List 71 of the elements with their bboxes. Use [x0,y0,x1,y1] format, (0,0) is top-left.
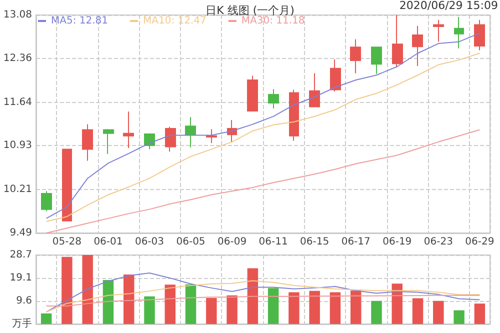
x-tick-label: 05-28 [52,236,82,248]
bar [102,280,114,324]
y-tick-label: 10.21 [3,184,32,195]
candlestick [330,58,341,92]
legend-label: MA30: 11.18 [241,16,305,26]
bar [226,295,238,324]
x-tick-label: 06-29 [465,236,494,248]
candlestick [309,72,320,108]
bar [247,268,258,324]
bar [40,313,52,324]
y-tick-label: 万手 [12,318,32,330]
bar [185,284,196,324]
line-series [46,272,480,312]
candlestick [474,19,485,51]
y-tick-label: 11.64 [3,96,32,108]
text: 2020/06/29 15:09 [399,0,498,12]
candlestick [392,14,403,68]
bar [62,256,72,324]
bar [371,300,382,324]
x-tick-label: 06-11 [258,236,288,248]
x-tick-label: 06-09 [218,236,247,248]
bar [268,288,279,324]
candlestick [247,75,258,112]
line-series [46,129,480,234]
candlestick [268,88,279,110]
chart-title: 日K 线图 (一个月) [206,4,294,17]
candlestick [433,19,444,42]
x-tick-label: 06-23 [424,236,453,248]
candlestick [350,38,361,74]
legend-label: MA5: 12.81 [51,16,108,26]
y-tick-label: 10.93 [3,140,32,152]
y-tick-label: 12.36 [3,53,32,64]
candlestick [454,16,464,49]
bar [433,300,444,324]
y-tick-label: 19.1 [10,272,32,284]
x-tick-label: 06-19 [382,236,412,248]
bar [474,304,486,324]
candlestick [41,190,52,212]
candlestick [62,148,72,222]
bar [144,296,155,324]
x-tick-label: 06-15 [300,236,330,248]
bar [412,298,424,324]
y-tick-label: 9.49 [10,228,32,238]
x-tick-label: 06-03 [134,236,164,248]
candlestick [165,126,176,152]
y-tick-label: 13.08 [3,10,32,20]
candlestick [82,124,93,162]
bar [350,290,362,324]
line-series [46,280,480,312]
x-tick-label: 06-05 [176,236,206,248]
line-series [46,294,480,306]
legend-label: MA10: 12.47 [143,16,206,26]
bar [392,284,402,324]
bar [330,292,341,324]
bar [82,255,93,324]
bar [206,298,217,324]
bar [124,274,134,324]
candlestick [123,111,134,148]
candlestick [412,25,423,67]
bar [164,284,176,324]
bar [309,290,320,324]
bar [454,310,464,324]
x-tick-label: 06-01 [94,236,123,248]
y-tick-label: 28.7 [10,250,32,260]
y-tick-label: 9.6 [16,295,32,306]
candlestick [103,128,114,155]
x-tick-label: 06-17 [341,236,370,248]
candlestick [371,46,382,74]
bar [288,292,300,324]
candlestick [289,89,299,142]
candlestick [185,116,196,148]
